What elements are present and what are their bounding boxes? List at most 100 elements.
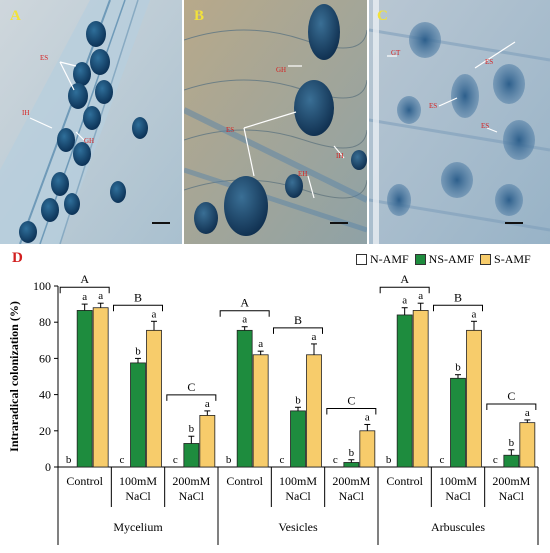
- comparison-bracket: [59, 286, 110, 294]
- significance-letter: b: [135, 345, 141, 357]
- panel-letter-d: D: [12, 250, 23, 266]
- x-tick-label: 100mM: [119, 474, 157, 488]
- micrograph-image-a: ES IH GH: [0, 0, 182, 244]
- micrograph-panel-b: GH ES IH EH B: [184, 0, 367, 244]
- comparison-bracket: [486, 403, 537, 410]
- group-label: Arbuscules: [431, 520, 485, 534]
- comparison-bracket: [113, 304, 163, 312]
- significance-letter: b: [226, 454, 232, 466]
- bar-ns-amf: [76, 310, 93, 468]
- bar-s-amf: [519, 422, 536, 468]
- significance-letter: c: [493, 454, 498, 466]
- group-letter: A: [80, 272, 89, 286]
- x-tick-label: 100mM: [439, 474, 477, 488]
- bar-s-amf: [412, 310, 429, 468]
- x-tick-label: Control: [226, 474, 263, 488]
- legend-label-n-amf: N-AMF: [370, 252, 409, 266]
- bar-ns-amf: [290, 410, 306, 468]
- group-letter: B: [454, 290, 462, 304]
- x-tick-label: 100mM: [279, 474, 317, 488]
- significance-letter: c: [333, 454, 338, 466]
- x-tick-label-line2: NaCl: [499, 489, 525, 503]
- x-tick-label: Control: [386, 474, 423, 488]
- bar-s-amf: [199, 415, 216, 468]
- label-c-es-3: ES: [481, 122, 489, 130]
- bar-ns-amf: [450, 377, 466, 468]
- bar-s-amf: [146, 329, 162, 468]
- legend-label-ns-amf: NS-AMF: [428, 252, 475, 266]
- significance-letter: a: [152, 308, 157, 320]
- significance-letter: a: [418, 290, 423, 302]
- significance-letter: b: [66, 454, 72, 466]
- group-letter: A: [400, 272, 409, 286]
- comparison-bracket: [166, 394, 217, 401]
- micrograph-row: ES IH GH A: [0, 0, 550, 246]
- group-letter: C: [347, 393, 355, 407]
- label-a-es: ES: [40, 54, 48, 62]
- bar-ns-amf: [343, 462, 360, 468]
- y-tick-label: 40: [39, 388, 51, 402]
- significance-letter: c: [440, 454, 445, 466]
- significance-letter: a: [402, 295, 407, 307]
- group-letter: B: [134, 290, 142, 304]
- significance-letter: a: [312, 331, 317, 343]
- significance-letter: b: [349, 447, 355, 459]
- significance-letter: a: [365, 411, 370, 423]
- label-c-es-1: ES: [485, 58, 493, 66]
- y-tick-label: 80: [39, 315, 51, 329]
- group-letter: B: [294, 313, 302, 327]
- comparison-bracket: [219, 310, 270, 317]
- x-tick-label-line2: NaCl: [445, 489, 471, 503]
- y-axis-title: Intraradical colonization (%): [7, 301, 21, 452]
- panel-letter-a: A: [10, 8, 21, 24]
- legend-swatch-s-amf: [480, 254, 492, 265]
- significance-letter: c: [120, 454, 125, 466]
- panel-letter-c: C: [377, 8, 388, 24]
- comparison-bracket: [433, 304, 483, 312]
- legend-swatch-n-amf: [356, 254, 367, 265]
- group-label: Vesicles: [278, 520, 318, 534]
- significance-letter: b: [189, 423, 195, 435]
- legend-item-s-amf: S-AMF: [480, 252, 531, 267]
- x-tick-label-line2: NaCl: [179, 489, 205, 503]
- y-tick-label: 20: [39, 424, 51, 438]
- label-b-eh: EH: [298, 170, 307, 178]
- y-tick-label: 100: [33, 279, 51, 293]
- panel-letter-b: B: [194, 8, 205, 24]
- x-tick-label-line2: NaCl: [125, 489, 151, 503]
- y-tick-label: 0: [45, 460, 51, 474]
- comparison-bracket: [379, 286, 430, 294]
- micrograph-panel-a: ES IH GH A: [0, 0, 182, 244]
- label-b-es: ES: [226, 126, 234, 134]
- label-a-gh: GH: [84, 137, 94, 145]
- significance-letter: b: [509, 437, 515, 449]
- label-b-ih: IH: [336, 152, 343, 160]
- legend-label-s-amf: S-AMF: [494, 252, 531, 266]
- label-c-es-2: ES: [429, 102, 437, 110]
- bar-s-amf: [92, 307, 109, 468]
- label-b-gh: GH: [276, 66, 286, 74]
- group-letter: C: [187, 380, 195, 394]
- group-letter: A: [240, 296, 249, 310]
- significance-letter: b: [455, 362, 461, 374]
- significance-letter: c: [280, 454, 285, 466]
- x-tick-label-line2: NaCl: [285, 489, 311, 503]
- x-tick-label: 200mM: [172, 474, 210, 488]
- bar-ns-amf: [183, 443, 200, 468]
- significance-letter: b: [295, 394, 301, 406]
- bar-s-amf: [466, 329, 482, 468]
- comparison-bracket: [273, 327, 323, 334]
- bar-s-amf: [252, 354, 269, 468]
- significance-letter: a: [82, 291, 87, 303]
- legend-item-n-amf: N-AMF: [356, 252, 409, 267]
- bar-ns-amf: [396, 314, 413, 468]
- micrograph-image-b: GH ES IH EH: [184, 0, 367, 244]
- x-tick-label: 200mM: [332, 474, 370, 488]
- chart-panel-d: 0 20 40 60 80 100 Intraradical colonization (%…: [0, 246, 550, 553]
- label-c-gt: GT: [391, 49, 401, 57]
- x-tick-label: Control: [66, 474, 103, 488]
- bar-s-amf: [359, 430, 376, 468]
- significance-letter: a: [525, 407, 530, 419]
- significance-letter: a: [472, 308, 477, 320]
- bar-ns-amf: [503, 454, 520, 468]
